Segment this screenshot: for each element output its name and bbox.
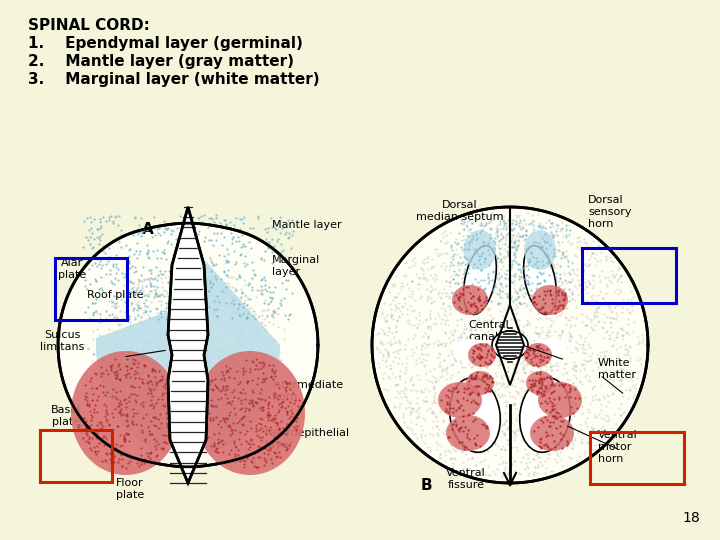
Polygon shape (532, 285, 568, 315)
Text: limitans: limitans (40, 342, 84, 352)
Polygon shape (526, 371, 554, 395)
Text: layer: layer (265, 440, 293, 450)
Text: Intermediate: Intermediate (272, 380, 344, 390)
Text: Neuroepithelial: Neuroepithelial (265, 428, 350, 438)
Text: plate: plate (116, 490, 144, 500)
Ellipse shape (492, 331, 528, 359)
Polygon shape (372, 207, 648, 483)
Polygon shape (452, 285, 488, 315)
Text: Dorsal: Dorsal (442, 200, 478, 210)
Polygon shape (196, 250, 280, 454)
Ellipse shape (464, 246, 496, 314)
Text: Mantle layer: Mantle layer (272, 220, 341, 230)
Polygon shape (446, 415, 490, 451)
Text: layer: layer (272, 267, 300, 277)
Bar (55, 258, 127, 320)
Ellipse shape (453, 339, 491, 361)
Bar (582, 248, 676, 303)
Ellipse shape (520, 377, 570, 453)
Text: 3.    Marginal layer (white matter): 3. Marginal layer (white matter) (28, 72, 320, 87)
Polygon shape (195, 351, 305, 475)
Text: horn: horn (588, 219, 613, 229)
Text: horn: horn (272, 392, 297, 402)
Polygon shape (438, 382, 482, 418)
Text: fissure: fissure (448, 480, 485, 490)
Text: matter: matter (598, 370, 636, 380)
Text: sensory: sensory (588, 207, 631, 217)
Text: Ventral: Ventral (446, 468, 486, 478)
Polygon shape (530, 415, 574, 451)
Text: median septum: median septum (416, 212, 504, 222)
Text: Dorsal: Dorsal (588, 195, 624, 205)
Text: 18: 18 (683, 511, 700, 525)
Bar (40, 430, 112, 482)
Polygon shape (466, 371, 494, 395)
Text: B: B (420, 478, 432, 493)
Text: Basal: Basal (51, 405, 81, 415)
Ellipse shape (450, 377, 500, 453)
Text: plate: plate (58, 270, 86, 280)
Text: Alar: Alar (61, 258, 83, 268)
Text: Sulcus: Sulcus (44, 330, 80, 340)
Text: SPINAL CORD:: SPINAL CORD: (28, 18, 150, 33)
Polygon shape (538, 382, 582, 418)
Bar (590, 432, 684, 484)
Ellipse shape (523, 246, 557, 314)
Polygon shape (468, 343, 496, 367)
Ellipse shape (529, 339, 567, 361)
Text: 2.    Mantle layer (gray matter): 2. Mantle layer (gray matter) (28, 54, 294, 69)
Text: Central: Central (468, 320, 509, 330)
Polygon shape (524, 230, 556, 270)
Text: horn: horn (598, 454, 624, 464)
Text: motor: motor (598, 442, 631, 452)
Text: Ventral: Ventral (598, 430, 638, 440)
Text: Floor: Floor (116, 478, 144, 488)
Text: canal: canal (468, 332, 498, 342)
Polygon shape (524, 343, 552, 367)
Text: A: A (142, 222, 154, 237)
Polygon shape (168, 207, 208, 483)
Text: Roof plate: Roof plate (86, 290, 143, 300)
Polygon shape (58, 223, 318, 467)
Polygon shape (464, 230, 496, 270)
Text: Marginal: Marginal (272, 255, 320, 265)
Text: White: White (598, 358, 631, 368)
Polygon shape (96, 250, 180, 454)
Polygon shape (71, 351, 181, 475)
Text: plate: plate (52, 417, 80, 427)
Text: 1.    Ependymal layer (germinal): 1. Ependymal layer (germinal) (28, 36, 303, 51)
